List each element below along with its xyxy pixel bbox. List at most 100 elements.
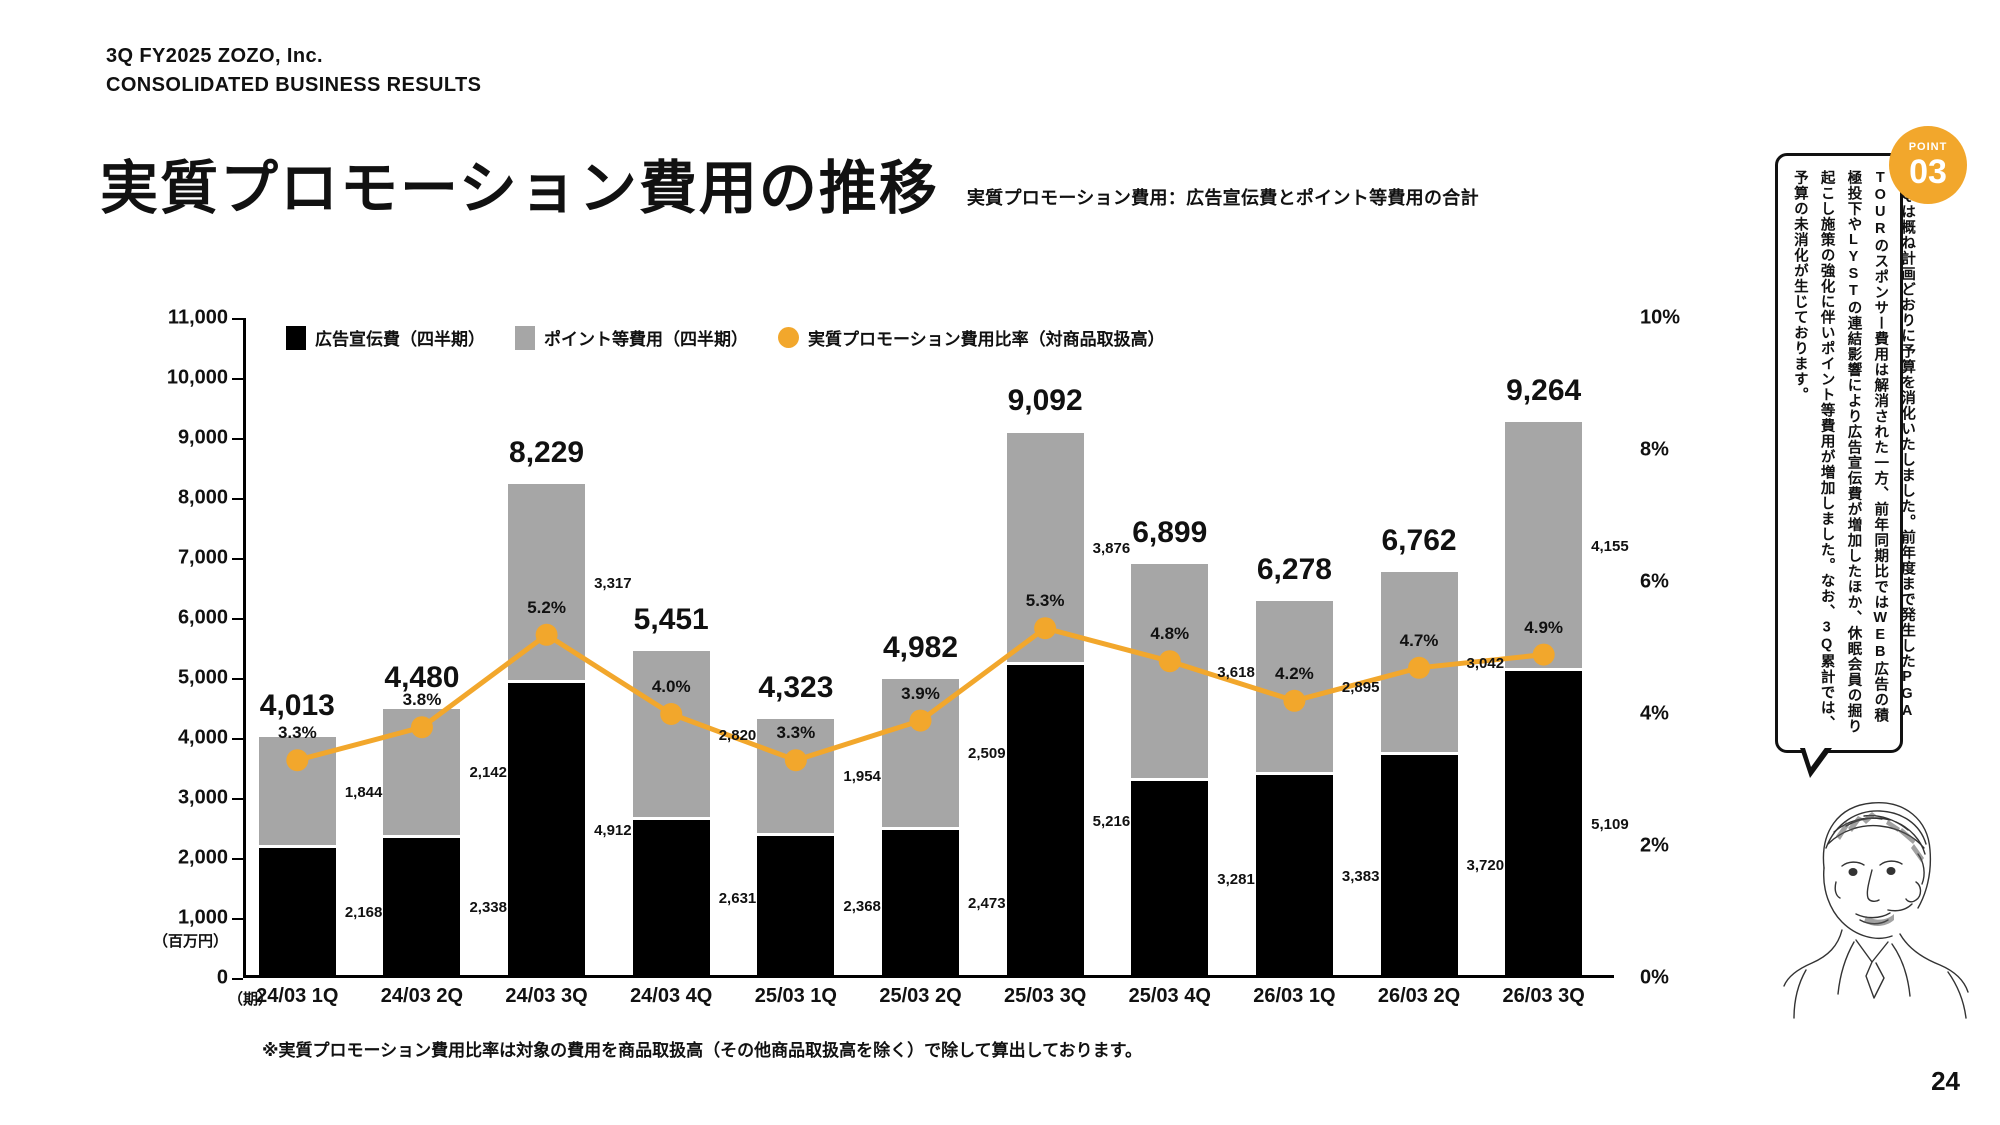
bar-segment-label-ad-expense: 3,720 — [1466, 857, 1505, 875]
page-title: 実質プロモーション費用の推移 — [100, 156, 939, 221]
ratio-line-layer — [286, 617, 1555, 772]
ratio-point-marker[interactable] — [1532, 643, 1555, 666]
bar-segment-point-expense[interactable] — [1505, 422, 1583, 669]
x-axis-tick-label: 25/03 1Q — [754, 985, 837, 1007]
bar-segment-ad-expense[interactable] — [1380, 754, 1458, 978]
ratio-point-marker[interactable] — [1034, 617, 1057, 640]
bar-total-label: 9,092 — [1007, 384, 1083, 418]
bar-segment-ad-expense[interactable] — [508, 683, 586, 978]
x-axis-tick-label: 24/03 4Q — [630, 985, 713, 1007]
bar-segment-point-expense[interactable] — [1255, 601, 1333, 773]
ratio-point-marker[interactable] — [784, 749, 807, 772]
x-axis-tick-label: 24/03 3Q — [505, 985, 588, 1007]
bar-segment-ad-expense[interactable] — [1255, 775, 1333, 978]
legend-swatch-black-icon — [286, 325, 306, 350]
x-axis-unit: （期） — [228, 991, 274, 1008]
executive-portrait-illustration — [1783, 802, 1969, 1019]
y-axis-tick-label: 7,000 — [177, 546, 228, 569]
bar-segment-point-expense[interactable] — [757, 718, 835, 833]
bar-total-label: 9,264 — [1506, 374, 1582, 408]
secondary-y-axis-tick-label: 8% — [1640, 438, 1669, 461]
legend-item-point-expense: ポイント等費用（四半期） — [515, 325, 748, 350]
legend-item-ad-expense: 広告宣伝費（四半期） — [286, 325, 485, 350]
legend-label-ratio: 実質プロモーション費用比率（対商品取扱高） — [808, 330, 1165, 349]
secondary-y-axis-labels: 10% 8% 6% 4% 2% 0% — [1640, 307, 1720, 989]
secondary-y-axis-tick-label: 0% — [1640, 966, 1669, 989]
bar-segment-label-point-expense: 2,142 — [469, 764, 507, 782]
commentary-text: 3Qは概ね計画どおりに予算を消化いたしました。前年度まで発生したPGA TOUR… — [1791, 170, 1916, 734]
legend-item-ratio: 実質プロモーション費用比率（対商品取扱高） — [778, 325, 1165, 350]
y-axis-tick-mark — [232, 978, 243, 980]
bar-total-label: 4,013 — [259, 689, 335, 723]
bar-column[interactable] — [882, 318, 959, 978]
bar-total-label: 4,480 — [384, 661, 460, 695]
bar-column[interactable] — [508, 318, 586, 978]
bar-segment-point-expense[interactable] — [508, 484, 586, 681]
y-axis-tick-label: 9,000 — [177, 426, 228, 449]
bar-total-label: 6,762 — [1381, 524, 1457, 558]
title-row: 実質プロモーション費用の推移 実質プロモーション費用：広告宣伝費とポイント等費用… — [100, 160, 1479, 218]
ratio-point-label: 5.2% — [527, 597, 566, 617]
ratio-point-marker[interactable] — [286, 749, 309, 772]
ratio-point-marker[interactable] — [1283, 689, 1306, 712]
ratio-point-label: 4.0% — [651, 677, 691, 696]
x-axis-tick-label: 25/03 4Q — [1128, 985, 1211, 1007]
callout-tail-inner-icon — [1804, 745, 1827, 767]
bar-segment-label-ad-expense: 2,473 — [968, 894, 1006, 912]
bar-segment-label-ad-expense: 5,109 — [1591, 815, 1629, 833]
chart-plot-area: 4,013 1,844 2,168 3.3% 4,480 2,142 2,338 3.8% 8,… — [232, 318, 1629, 980]
bar-segment-label-ad-expense: 3,281 — [1217, 870, 1255, 888]
bar-column[interactable] — [632, 318, 710, 978]
bar-segment-ad-expense[interactable] — [1131, 781, 1209, 978]
bar-column[interactable] — [258, 318, 336, 978]
point-badge: POINT 03 — [1889, 126, 1967, 204]
legend-swatch-gray-icon — [515, 325, 535, 350]
bar-segment-point-expense[interactable] — [632, 650, 710, 818]
bar-segment-label-ad-expense: 2,338 — [469, 898, 507, 916]
ratio-point-marker[interactable] — [1158, 650, 1181, 673]
x-axis-tick-label: 25/03 2Q — [879, 985, 962, 1007]
ratio-point-label: 3.8% — [402, 690, 442, 710]
bar-segment-ad-expense[interactable] — [383, 837, 461, 978]
x-axis-tick-label: 24/03 2Q — [380, 985, 464, 1007]
chart-footnote: ※実質プロモーション費用比率は対象の費用を商品取扱高（その他商品取扱高を除く）で… — [262, 1041, 1142, 1060]
bar-segment-ad-expense[interactable] — [882, 829, 959, 978]
secondary-y-axis-tick-label: 2% — [1640, 834, 1669, 857]
y-axis-tick-mark — [232, 618, 243, 620]
secondary-y-axis-tick-label: 10% — [1640, 306, 1681, 329]
y-axis-labels: 11,000 10,000 9,000 8,000 7,000 6,000 5,000 4,0… — [128, 307, 228, 989]
bar-segment-ad-expense[interactable] — [1006, 665, 1084, 978]
y-axis-tick-mark — [232, 678, 243, 680]
bar-column[interactable] — [1505, 318, 1583, 978]
bar-segment-label-point-expense: 1,844 — [344, 783, 383, 801]
header-line-2: CONSOLIDATED BUSINESS RESULTS — [106, 74, 482, 96]
bar-segment-label-point-expense: 3,876 — [1092, 539, 1131, 557]
secondary-y-axis-tick-label: 6% — [1640, 570, 1669, 593]
ratio-point-marker[interactable] — [660, 703, 683, 725]
y-axis-tick-label: 10,000 — [166, 366, 228, 389]
bar-segment-label-point-expense: 2,895 — [1341, 679, 1380, 697]
ratio-point-marker[interactable] — [410, 716, 433, 739]
bar-segment-ad-expense[interactable] — [632, 820, 710, 978]
ratio-point-label: 3.9% — [901, 683, 940, 703]
bar-total-label: 6,899 — [1132, 516, 1208, 550]
bar-segment-ad-expense[interactable] — [757, 835, 835, 978]
y-axis-tick-label: 6,000 — [177, 606, 228, 629]
ratio-point-marker[interactable] — [909, 709, 932, 732]
bar-segment-label-ad-expense: 5,216 — [1092, 812, 1131, 830]
bar-segment-ad-expense[interactable] — [1505, 671, 1583, 978]
bar-segment-label-ad-expense: 2,168 — [344, 903, 383, 921]
slide-header: 3Q FY2025 ZOZO, Inc. CONSOLIDATED BUSINE… — [106, 42, 481, 100]
ratio-point-label: 4.9% — [1524, 617, 1564, 637]
bar-column[interactable] — [1255, 318, 1333, 978]
bar-segment-ad-expense[interactable] — [258, 847, 336, 978]
ratio-point-marker[interactable] — [1408, 656, 1431, 679]
ratio-point-marker[interactable] — [535, 623, 558, 646]
bar-column[interactable] — [757, 318, 835, 978]
bar-column[interactable] — [1380, 318, 1458, 978]
y-axis-tick-mark — [232, 318, 243, 320]
y-axis-tick-mark — [232, 438, 243, 440]
y-axis-tick-label: 3,000 — [177, 786, 228, 809]
y-axis-tick-mark — [232, 858, 243, 860]
